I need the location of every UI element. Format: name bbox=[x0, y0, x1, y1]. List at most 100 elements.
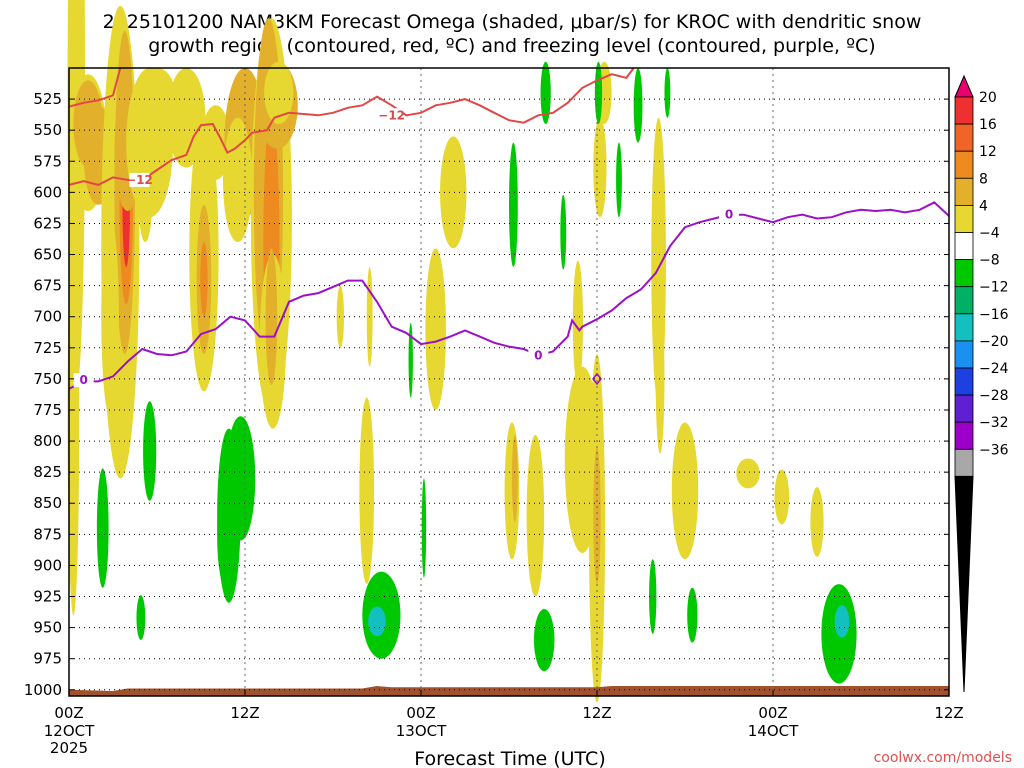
colorbar-swatch bbox=[954, 177, 974, 206]
y-tick-label: 625 bbox=[33, 214, 62, 232]
y-tick-label: 650 bbox=[33, 246, 62, 264]
colorbar-swatch bbox=[954, 340, 974, 369]
colorbar-swatch bbox=[954, 123, 974, 152]
colorbar-swatch bbox=[954, 367, 974, 396]
omega-shade-cell bbox=[264, 61, 294, 124]
contour-label-bg bbox=[73, 373, 94, 388]
freezing-contour-marker bbox=[592, 372, 602, 386]
colorbar-label: 12 bbox=[979, 144, 997, 160]
omega-shade-cell bbox=[616, 142, 622, 218]
omega-shade-cell bbox=[655, 304, 665, 454]
colorbar-label: 20 bbox=[979, 90, 997, 106]
omega-shade-cell bbox=[511, 434, 518, 522]
freezing-contour-label: 0 bbox=[79, 373, 87, 387]
y-tick-label: 750 bbox=[33, 370, 62, 388]
colorbar-top-arrow bbox=[954, 74, 974, 98]
x-tick-label: 12Z bbox=[230, 704, 259, 722]
colorbar-swatch bbox=[954, 96, 974, 125]
omega-shade-cell bbox=[572, 260, 584, 386]
x-tick-label: 00Z bbox=[758, 704, 787, 722]
omega-shade-cell bbox=[526, 434, 545, 597]
credit-text[interactable]: coolwx.com/models bbox=[874, 750, 1012, 766]
omega-shade-cell bbox=[810, 487, 824, 557]
y-tick-label: 725 bbox=[33, 339, 62, 357]
y-tick-label: 700 bbox=[33, 308, 62, 326]
temperature-contours: −12 −12 0 0 0 bbox=[68, 67, 950, 390]
freezing-contour-label: 0 bbox=[534, 348, 542, 362]
omega-shade-cell bbox=[509, 142, 518, 267]
colorbar-label: 4 bbox=[979, 198, 988, 214]
colorbar-label: −28 bbox=[979, 388, 1009, 404]
colorbar-swatch bbox=[954, 232, 974, 261]
omega-shade-cell bbox=[137, 142, 153, 243]
omega-shade-cell bbox=[225, 416, 256, 541]
omega-shade-cell bbox=[368, 606, 386, 637]
y-tick-label: 675 bbox=[33, 277, 62, 295]
chart-title-line1: 2025101200 NAM3KM Forecast Omega (shaded… bbox=[103, 11, 922, 33]
y-tick-label: 850 bbox=[33, 494, 62, 512]
y-tick-label: 550 bbox=[33, 121, 62, 139]
omega-shade-cell bbox=[560, 194, 567, 270]
omega-shade-cell bbox=[593, 447, 601, 585]
colorbar-label: −8 bbox=[979, 253, 1000, 269]
omega-shade-cell bbox=[421, 478, 427, 578]
omega-shade-cell bbox=[687, 587, 698, 643]
dgz-contour-label: −12 bbox=[378, 108, 405, 122]
colorbar-label: 8 bbox=[979, 171, 988, 187]
x-tick-date: 14OCT bbox=[748, 722, 799, 740]
colorbar-label: −20 bbox=[979, 334, 1009, 350]
contour-label-bg bbox=[719, 207, 739, 222]
omega-shade-cell bbox=[139, 68, 175, 118]
y-tick-label: 950 bbox=[33, 619, 62, 637]
colorbar-swatch bbox=[954, 448, 974, 477]
omega-shade-cell bbox=[664, 68, 671, 118]
colorbar-swatch bbox=[954, 313, 974, 342]
x-axis-label: Forecast Time (UTC) bbox=[414, 748, 605, 768]
contour-label-bg bbox=[129, 172, 150, 187]
y-tick-label: 775 bbox=[33, 401, 62, 419]
x-tick-label: 00Z bbox=[406, 704, 435, 722]
colorbar-swatch bbox=[954, 394, 974, 423]
y-tick-label: 575 bbox=[33, 152, 62, 170]
contour-label-bg bbox=[528, 348, 549, 363]
omega-shade-cell bbox=[336, 285, 345, 348]
colorbar-label: −36 bbox=[979, 442, 1009, 458]
y-tick-label: 900 bbox=[33, 556, 62, 574]
colorbar-swatch bbox=[954, 286, 974, 315]
dgz-contour-line bbox=[68, 67, 635, 186]
omega-shade-cell bbox=[736, 458, 760, 489]
ground-surface bbox=[69, 686, 949, 696]
y-tick-label: 925 bbox=[33, 588, 62, 606]
omega-shade-cell bbox=[633, 68, 643, 143]
omega-shade-cell bbox=[671, 422, 699, 560]
omega-shade-cell bbox=[200, 242, 208, 317]
colorbar-swatch bbox=[954, 204, 974, 233]
colorbar-swatch bbox=[954, 150, 974, 179]
omega-shade-cell bbox=[96, 468, 109, 588]
colorbar: 20 16 12 8 4 −4 −8 −12 −16 −20 −24 −28 −32 −36 bbox=[954, 74, 1009, 693]
omega-shade-cell bbox=[143, 401, 157, 501]
omega-shade-cell bbox=[533, 608, 555, 672]
chart-title-line2: growth region (contoured, red, ºC) and f… bbox=[148, 35, 875, 57]
y-tick-label: 975 bbox=[33, 650, 62, 668]
colorbar-label: −16 bbox=[979, 307, 1009, 323]
omega-shade-cell bbox=[440, 136, 467, 249]
colorbar-label: −12 bbox=[979, 280, 1009, 296]
colorbar-label: −24 bbox=[979, 361, 1009, 377]
omega-shade-cell bbox=[136, 595, 146, 641]
y-tick-label: 1000 bbox=[24, 681, 62, 699]
x-tick-label: 00Z bbox=[54, 704, 83, 722]
y-tick-label: 825 bbox=[33, 463, 62, 481]
y-tick-label: 800 bbox=[33, 432, 62, 450]
omega-shade-cell bbox=[649, 559, 657, 634]
omega-shade-cell bbox=[594, 61, 603, 124]
colorbar-swatch bbox=[954, 421, 974, 450]
colorbar-label: −4 bbox=[979, 226, 1000, 242]
omega-shade-cell bbox=[265, 248, 278, 386]
y-tick-label: 875 bbox=[33, 525, 62, 543]
y-tick-label: 525 bbox=[33, 90, 62, 108]
contour-label-bg bbox=[381, 108, 402, 123]
omega-shade-cell bbox=[359, 397, 375, 585]
